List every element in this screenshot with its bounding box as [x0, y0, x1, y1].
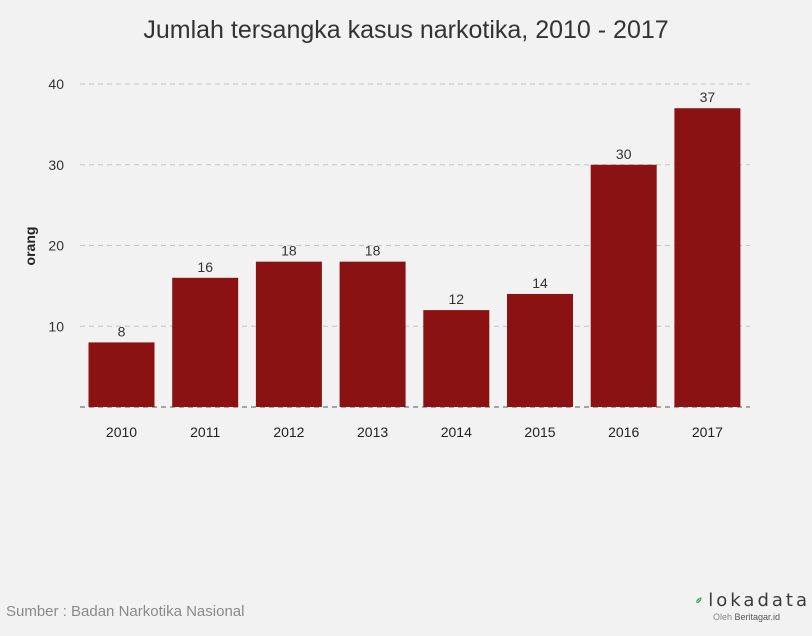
- value-label-2014: 12: [449, 291, 465, 307]
- x-tick-label-2017: 2017: [692, 424, 723, 440]
- bar-chart: 8 16 18 18 12 14 30 37 10 20 30 40 2010 2011 2012 2013…: [22, 76, 750, 440]
- y-axis-label: orang: [22, 227, 38, 266]
- leaf-icon: [696, 597, 702, 604]
- bar-2015: [507, 293, 573, 407]
- value-label-2017: 37: [700, 89, 716, 105]
- y-tick-label-30: 30: [48, 157, 64, 173]
- x-tick-label-2011: 2011: [190, 424, 220, 440]
- x-tick-label-2015: 2015: [524, 424, 555, 440]
- brand-subtitle: Oleh Beritagar.id: [713, 612, 810, 622]
- bar-2013: [339, 261, 406, 407]
- brand-name: lokadata: [708, 590, 810, 611]
- x-tick-label-2016: 2016: [608, 424, 639, 440]
- y-tick-label-10: 10: [48, 318, 64, 334]
- y-tick-label-20: 20: [48, 238, 64, 254]
- value-label-2011: 16: [197, 259, 213, 275]
- y-tick-label-40: 40: [48, 76, 64, 92]
- bar-2016: [590, 164, 657, 407]
- x-tick-label-2012: 2012: [273, 424, 304, 440]
- brand-sub-site: Beritagar.id: [734, 612, 781, 622]
- bar-2010: [88, 342, 155, 407]
- value-label-2013: 18: [365, 243, 381, 259]
- value-label-2016: 30: [616, 146, 632, 162]
- x-tick-label-2014: 2014: [441, 424, 472, 440]
- bars: [88, 108, 741, 407]
- bar-2012: [255, 261, 322, 407]
- x-tick-label-2013: 2013: [357, 424, 388, 440]
- x-tick-label-2010: 2010: [106, 424, 137, 440]
- bar-2014: [423, 310, 490, 407]
- bar-2017: [674, 108, 741, 407]
- value-label-2015: 14: [532, 275, 548, 291]
- value-label-2010: 8: [118, 323, 126, 339]
- source-note: Sumber : Badan Narkotika Nasional: [6, 603, 245, 620]
- value-label-2012: 18: [281, 243, 297, 259]
- axes: 10 20 30 40 2010 2011 2012 2013 2014 2015 2016 2017: [48, 76, 723, 440]
- brand-logo: lokadata Oleh Beritagar.id: [695, 590, 810, 622]
- brand-sub-prefix: Oleh: [713, 612, 735, 622]
- data-labels: 8 16 18 18 12 14 30 37: [118, 89, 716, 339]
- bar-2011: [172, 277, 239, 407]
- chart-title: Jumlah tersangka kasus narkotika, 2010 -…: [143, 16, 669, 44]
